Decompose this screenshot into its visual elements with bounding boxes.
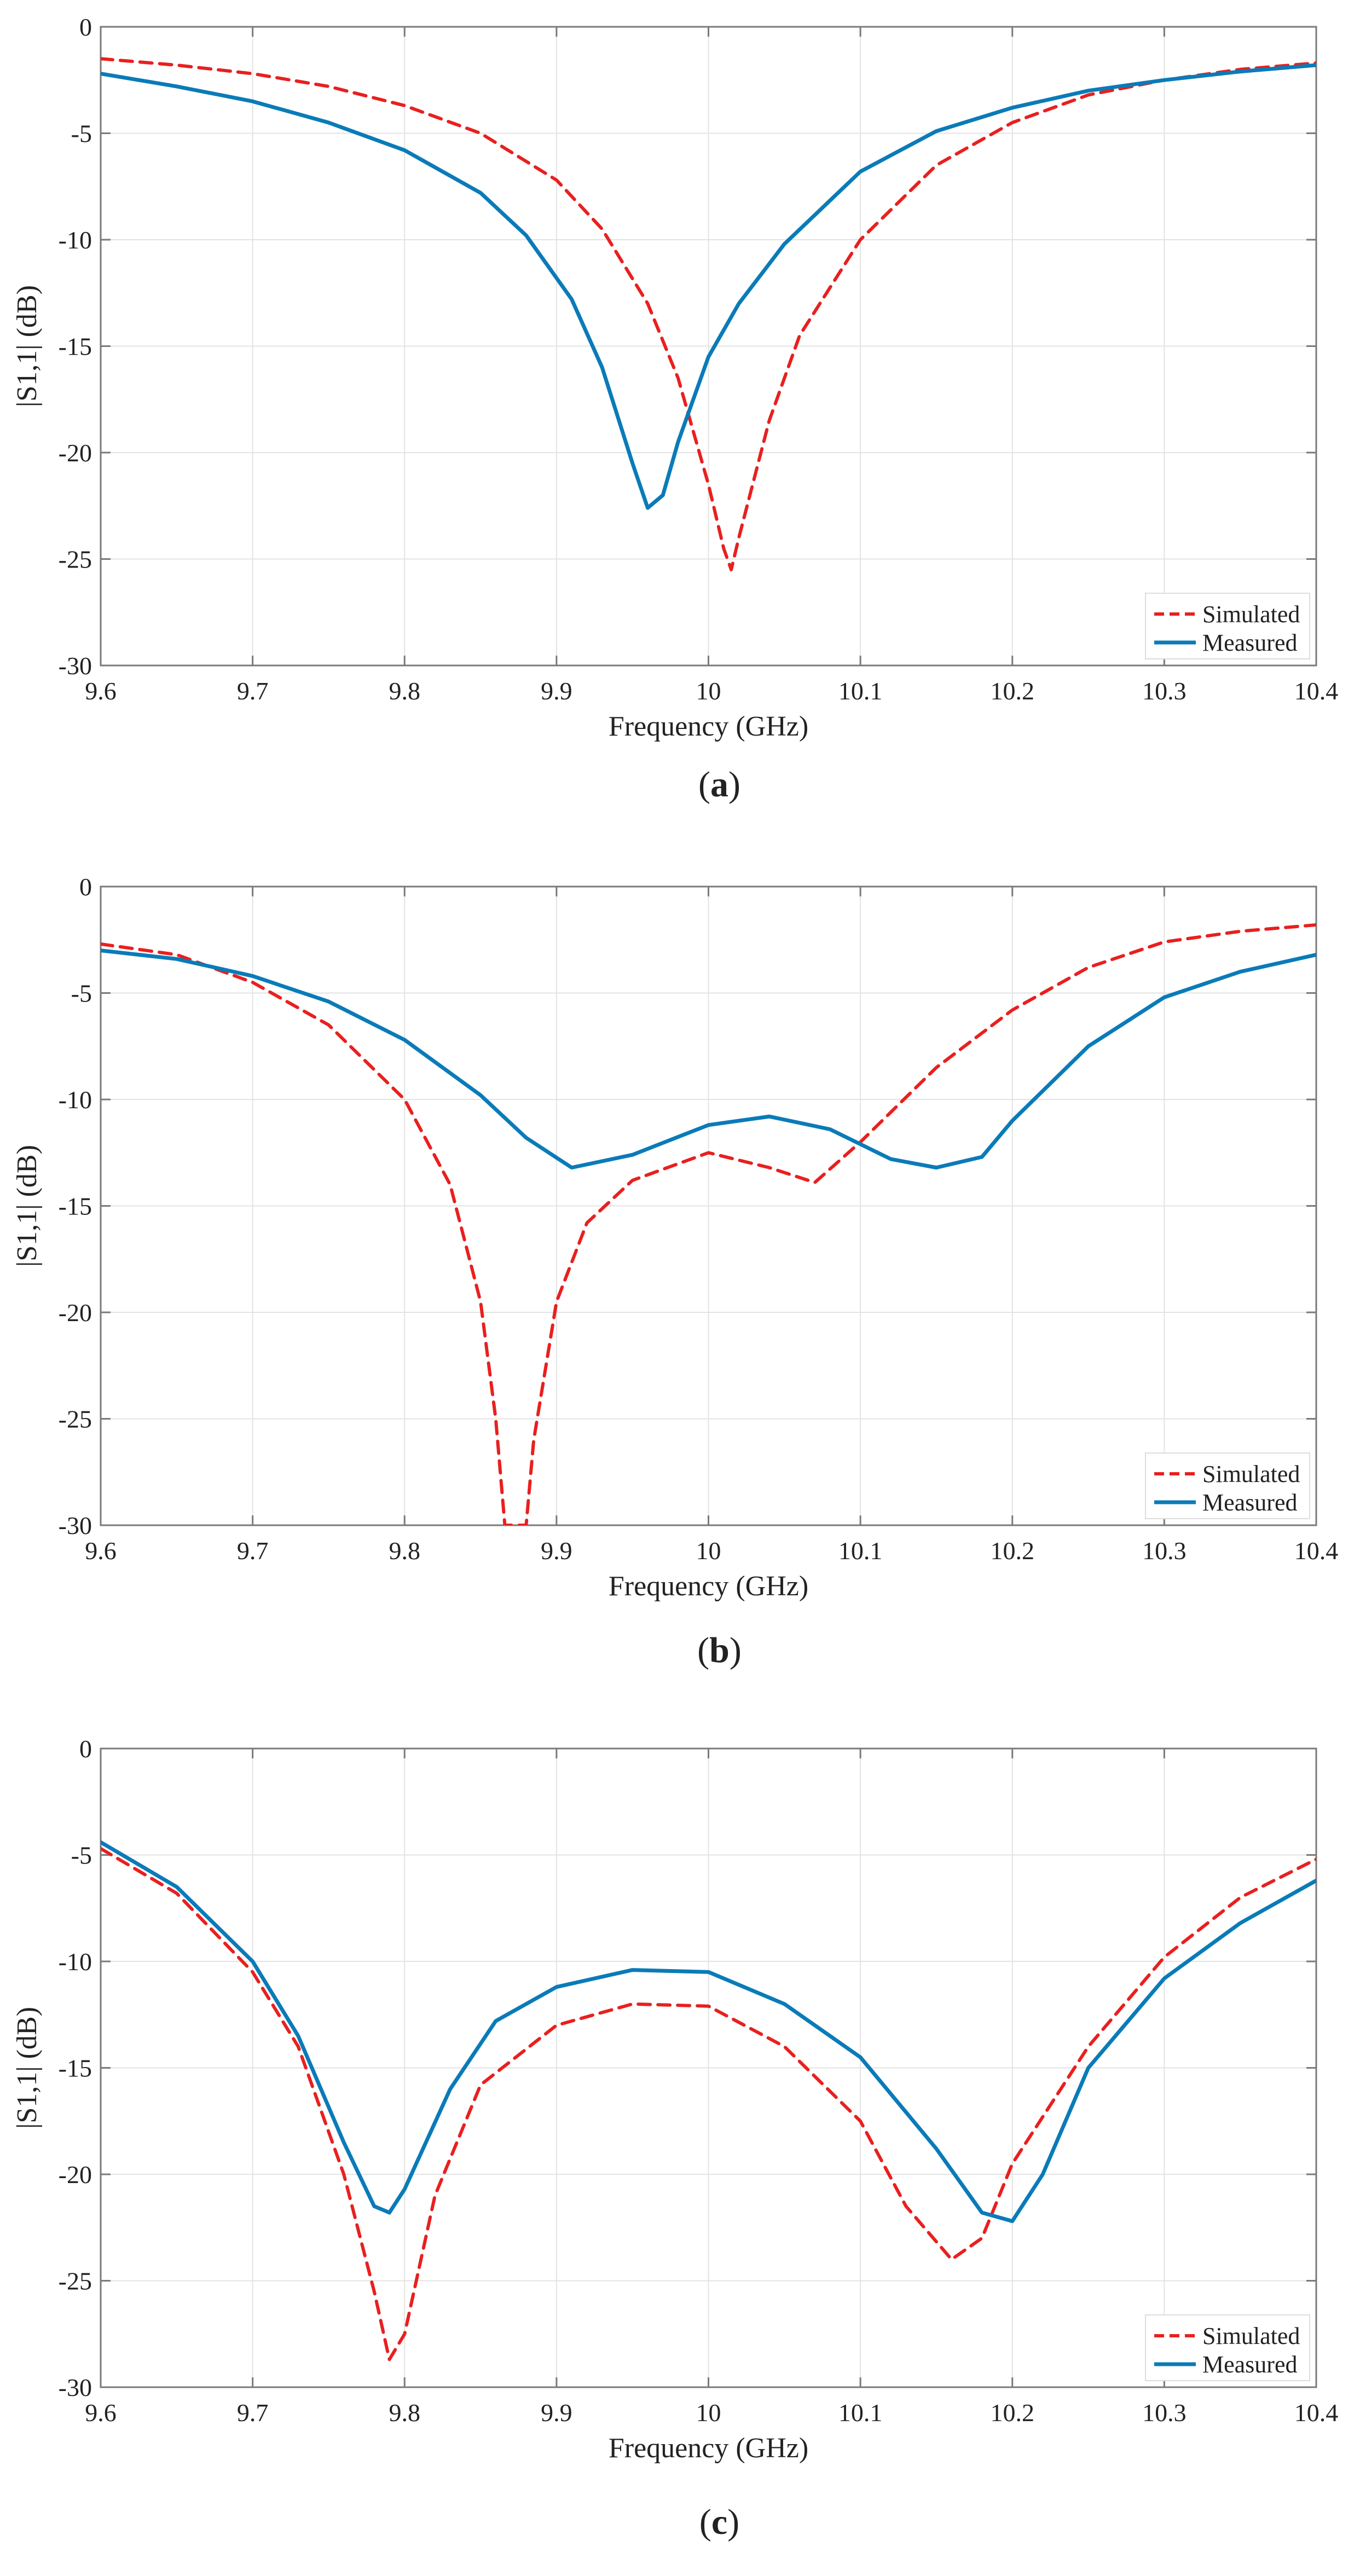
panel-b-xtick-label: 9.9 bbox=[541, 1537, 572, 1565]
panel-b-caption: (b) bbox=[697, 1630, 742, 1670]
panel-c-caption: (c) bbox=[699, 2502, 739, 2542]
panel-a-xtick-label: 10.3 bbox=[1142, 677, 1187, 705]
panel-a-legend-label-measured: Measured bbox=[1202, 629, 1298, 656]
panel-a-xtick-label: 9.7 bbox=[237, 677, 269, 705]
panel-b-legend-label-simulated: Simulated bbox=[1202, 1461, 1300, 1487]
panel-a-legend-label-simulated: Simulated bbox=[1202, 601, 1300, 628]
panel-b-xtick-label: 9.8 bbox=[389, 1537, 421, 1565]
panel-a-x-axis-label: Frequency (GHz) bbox=[609, 711, 808, 742]
panel-a-ytick-label: -15 bbox=[59, 333, 92, 361]
panel-b-caption-letter: b bbox=[709, 1630, 730, 1670]
panel-c-series-simulated bbox=[101, 1846, 1316, 2361]
panel-b-ytick-label: -5 bbox=[71, 980, 92, 1008]
panel-c-ytick-label: -25 bbox=[59, 2267, 92, 2295]
panel-b-series-simulated bbox=[101, 923, 1316, 1525]
panel-c-caption-close-paren: ) bbox=[727, 2502, 739, 2542]
panel-b-xtick-label: 10.1 bbox=[838, 1537, 883, 1565]
panel-a-caption-letter: a bbox=[710, 765, 728, 804]
panel-a-ytick-label: -10 bbox=[59, 226, 92, 254]
panel-a-xtick-label: 10.1 bbox=[838, 677, 883, 705]
panel-c-ytick-label: -30 bbox=[59, 2374, 92, 2401]
panel-c-xtick-label: 9.6 bbox=[85, 2399, 117, 2427]
panel-c-ytick-label: -20 bbox=[59, 2161, 92, 2189]
panel-a-xtick-label: 10 bbox=[696, 677, 721, 705]
panel-c-ytick-label: -15 bbox=[59, 2054, 92, 2082]
panel-b-xtick-label: 10.4 bbox=[1294, 1537, 1339, 1565]
panel-a-ytick-label: -30 bbox=[59, 652, 92, 680]
panel-c-xtick-label: 10.3 bbox=[1142, 2399, 1187, 2427]
panel-a-ytick-label: -5 bbox=[71, 120, 92, 148]
panel-c-legend-box bbox=[1145, 2314, 1310, 2381]
panel-b: 9.6 9.7 9.8 9.9 10 10.1 10.2 10.3 10.4 0 -5 -10 -15 -… bbox=[11, 873, 1338, 1670]
panel-a-series-measured bbox=[101, 63, 1316, 510]
panel-a-xtick-label: 9.6 bbox=[85, 677, 117, 705]
panel-c-xtick-label: 10.2 bbox=[991, 2399, 1035, 2427]
panel-b-series-measured bbox=[101, 948, 1316, 1170]
panel-b-caption-open-paren: ( bbox=[697, 1630, 709, 1670]
panel-b-x-axis-label: Frequency (GHz) bbox=[609, 1571, 808, 1602]
panel-b-ytick-label: 0 bbox=[79, 873, 92, 901]
panel-b-ytick-label: -25 bbox=[59, 1405, 92, 1433]
panel-a-xtick-label: 10.2 bbox=[991, 677, 1035, 705]
panel-c-caption-open-paren: ( bbox=[699, 2502, 711, 2542]
panel-a-y-axis-label: |S1,1| (dB) bbox=[11, 285, 43, 407]
panel-c: 9.6 9.7 9.8 9.9 10 10.1 10.2 10.3 10.4 0 -5 -10 -15 -… bbox=[11, 1735, 1338, 2542]
panel-c-xtick-label: 10.1 bbox=[838, 2399, 883, 2427]
panel-b-ytick-label: -20 bbox=[59, 1299, 92, 1327]
panel-c-xtick-label: 10.4 bbox=[1294, 2399, 1339, 2427]
panel-a-series-simulated bbox=[101, 57, 1316, 571]
panel-a-caption-open-paren: ( bbox=[698, 765, 710, 804]
panel-b-legend-label-measured: Measured bbox=[1202, 1489, 1298, 1516]
panel-a: 9.6 9.7 9.8 9.9 10 10.1 10.2 10.3 10.4 0 -5 -10 -15 -… bbox=[11, 13, 1338, 804]
panel-c-legend-label-simulated: Simulated bbox=[1202, 2323, 1300, 2349]
panel-a-xtick-label: 9.8 bbox=[389, 677, 421, 705]
panel-a-xtick-label: 9.9 bbox=[541, 677, 572, 705]
panel-c-ytick-label: -10 bbox=[59, 1948, 92, 1976]
panel-a-ytick-label: 0 bbox=[79, 13, 92, 41]
panel-b-xtick-label: 9.7 bbox=[237, 1537, 269, 1565]
panel-a-ytick-label: -20 bbox=[59, 439, 92, 467]
panel-a-legend-box bbox=[1145, 593, 1310, 659]
panel-c-xtick-label: 9.7 bbox=[237, 2399, 269, 2427]
panel-b-legend-box bbox=[1145, 1452, 1310, 1519]
panel-a-ytick-label: -25 bbox=[59, 546, 92, 574]
panel-b-ytick-label: -10 bbox=[59, 1086, 92, 1114]
panel-c-ytick-label: 0 bbox=[79, 1735, 92, 1763]
panel-a-caption-close-paren: ) bbox=[728, 765, 740, 804]
panel-c-xtick-label: 10 bbox=[696, 2399, 721, 2427]
panel-b-ytick-label: -15 bbox=[59, 1193, 92, 1220]
panel-b-caption-close-paren: ) bbox=[730, 1630, 742, 1670]
panel-b-xtick-label: 10 bbox=[696, 1537, 721, 1565]
panel-a-caption: (a) bbox=[698, 765, 740, 804]
panel-b-xtick-label: 10.3 bbox=[1142, 1537, 1187, 1565]
panel-b-ytick-label: -30 bbox=[59, 1512, 92, 1539]
panel-c-x-axis-label: Frequency (GHz) bbox=[609, 2433, 808, 2464]
panel-c-y-axis-label: |S1,1| (dB) bbox=[11, 2007, 43, 2129]
panel-c-xtick-label: 9.8 bbox=[389, 2399, 421, 2427]
panel-c-ytick-label: -5 bbox=[71, 1842, 92, 1869]
panel-c-series-measured bbox=[101, 1840, 1316, 2224]
panel-b-y-axis-label: |S1,1| (dB) bbox=[11, 1145, 43, 1267]
panel-c-caption-letter: c bbox=[711, 2502, 727, 2542]
panel-b-xtick-label: 9.6 bbox=[85, 1537, 117, 1565]
panel-a-xtick-label: 10.4 bbox=[1294, 677, 1339, 705]
panel-c-xtick-label: 9.9 bbox=[541, 2399, 572, 2427]
panel-b-xtick-label: 10.2 bbox=[991, 1537, 1035, 1565]
panel-c-legend-label-measured: Measured bbox=[1202, 2351, 1298, 2378]
